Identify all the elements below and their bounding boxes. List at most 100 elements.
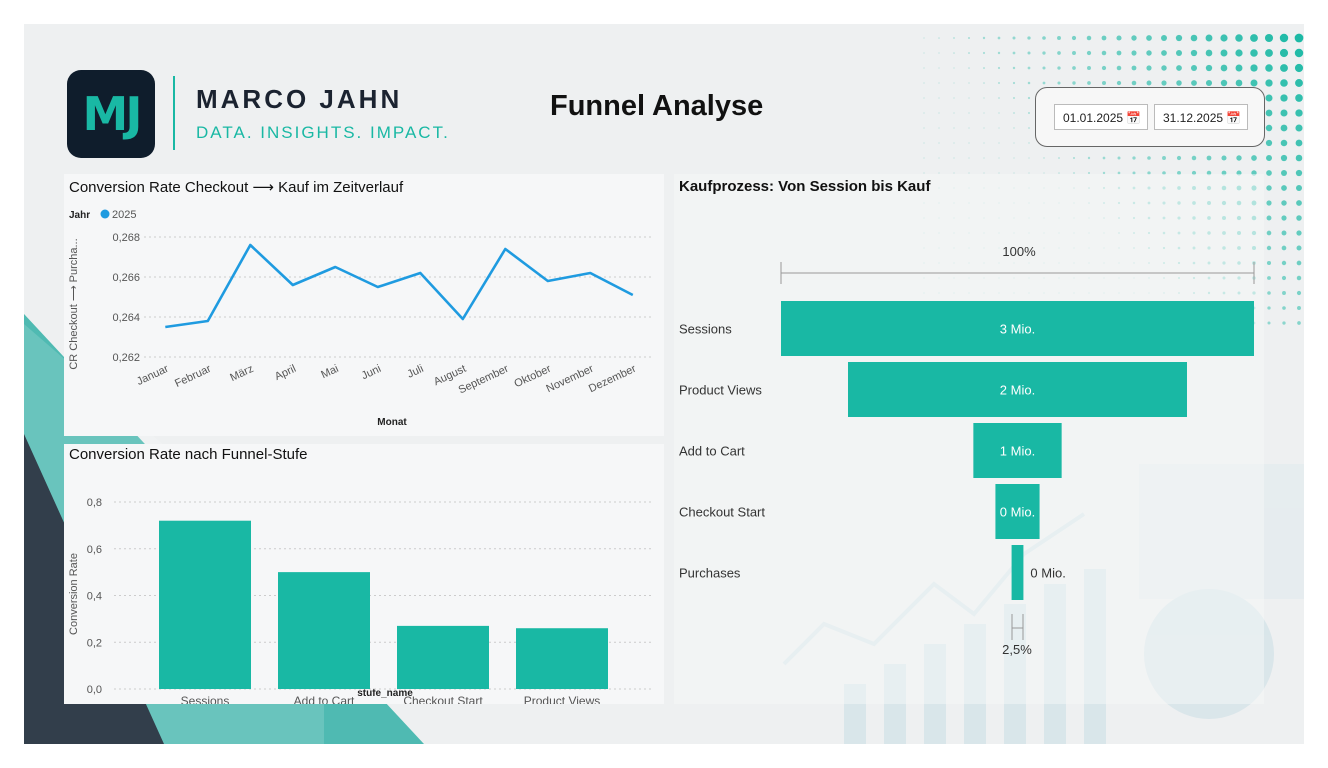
bg-dot xyxy=(1205,64,1213,72)
bar-add-to-cart[interactable] xyxy=(278,572,370,689)
bg-dot xyxy=(1235,79,1243,87)
start-date-value: 01.01.2025 xyxy=(1063,111,1124,125)
bg-dot xyxy=(1176,80,1182,86)
bar-product-views[interactable] xyxy=(516,628,608,689)
bg-dot xyxy=(1190,64,1198,72)
bg-dot xyxy=(1280,139,1288,147)
bg-dot xyxy=(1281,200,1287,206)
end-date-input[interactable]: 31.12.2025 📅 xyxy=(1154,104,1248,130)
y-tick-label: 0,266 xyxy=(112,272,140,284)
bg-dot xyxy=(1087,156,1091,160)
bg-dot xyxy=(983,67,985,69)
x-tick-label: Dezember xyxy=(587,363,638,395)
bg-dot xyxy=(1220,79,1228,87)
bg-dot xyxy=(1190,49,1198,57)
bg-dot xyxy=(1235,34,1243,42)
calendar-icon[interactable]: 📅 xyxy=(1226,111,1241,125)
bg-dot xyxy=(1027,66,1031,70)
bg-dot xyxy=(1027,51,1031,55)
bg-dot xyxy=(1297,321,1301,325)
bg-dot xyxy=(1058,172,1060,174)
bg-dot xyxy=(1282,291,1286,295)
bg-dot xyxy=(983,127,985,129)
bg-dot xyxy=(983,142,985,144)
bg-dot xyxy=(1296,245,1302,251)
bg-dot xyxy=(1013,142,1015,144)
bg-dot xyxy=(1296,200,1302,206)
bg-dot xyxy=(1266,170,1272,176)
bg-dot xyxy=(1147,171,1151,175)
bg-dot xyxy=(1162,171,1166,175)
bg-dot xyxy=(968,127,970,129)
bg-dot xyxy=(1101,50,1107,56)
bg-dot xyxy=(1086,50,1092,56)
legend-entry: 2025 xyxy=(112,209,136,221)
bg-dot xyxy=(1266,215,1272,221)
bg-dot xyxy=(1280,94,1288,102)
bg-dot xyxy=(1294,48,1304,58)
bg-dot xyxy=(953,112,955,114)
bg-dot xyxy=(1012,81,1016,85)
end-date-value: 31.12.2025 xyxy=(1163,111,1224,125)
funnel-bar-checkout-start[interactable] xyxy=(995,484,1040,539)
bar-sessions[interactable] xyxy=(159,520,251,689)
bg-dot xyxy=(1042,81,1046,85)
bg-dot xyxy=(1102,81,1106,85)
bg-dot xyxy=(968,112,970,114)
bg-dot xyxy=(1072,81,1076,85)
bg-dot xyxy=(1297,306,1301,310)
calendar-icon[interactable]: 📅 xyxy=(1126,111,1141,125)
bg-dot xyxy=(1058,157,1060,159)
bg-dot xyxy=(1281,215,1287,221)
bg-dot xyxy=(923,157,925,159)
start-date-input[interactable]: 01.01.2025 📅 xyxy=(1054,104,1148,130)
bg-dot xyxy=(1013,112,1015,114)
bg-dot xyxy=(1146,35,1152,41)
bg-dot xyxy=(1266,185,1272,191)
bg-dot xyxy=(1265,139,1273,147)
bg-dot xyxy=(1265,94,1273,102)
dashboard-canvas: MJ MARCO JAHN DATA. INSIGHTS. IMPACT. Fu… xyxy=(24,24,1304,744)
funnel-bar-add-to-cart[interactable] xyxy=(973,423,1062,478)
bg-dot xyxy=(968,157,970,159)
bg-dot xyxy=(953,172,955,174)
funnel-bar-sessions[interactable] xyxy=(781,301,1254,356)
bg-dot xyxy=(998,172,1000,174)
funnel-value-label: 0 Mio. xyxy=(1000,505,1035,520)
bg-dot xyxy=(1147,156,1151,160)
bg-dot xyxy=(1220,34,1228,42)
bg-dot xyxy=(938,82,940,84)
bg-dot xyxy=(1296,260,1302,266)
bg-dot xyxy=(1267,321,1271,325)
line-chart: Jahr 2025 CR Checkout ⟶ Purcha... Monat … xyxy=(68,209,654,428)
funnel-bar-purchases[interactable] xyxy=(1011,545,1024,600)
bg-dot xyxy=(1131,65,1137,71)
bg-dot xyxy=(1282,321,1286,325)
bg-dot xyxy=(967,36,971,40)
bg-dot xyxy=(923,67,925,69)
bg-dot xyxy=(1102,171,1106,175)
bg-dot xyxy=(953,52,955,54)
bg-dot xyxy=(1191,155,1197,161)
bg-dot xyxy=(1028,172,1030,174)
bg-dot xyxy=(953,37,955,39)
bg-dot xyxy=(1072,156,1076,160)
x-tick-label: Checkout Start xyxy=(403,694,483,704)
x-tick-label: Februar xyxy=(173,363,213,390)
bg-dot xyxy=(1280,79,1288,87)
legend-title: Jahr xyxy=(69,210,90,221)
y-tick-label: 0,268 xyxy=(112,232,140,244)
bg-dot xyxy=(1235,64,1243,72)
bg-dot xyxy=(998,142,1000,144)
bg-dot xyxy=(1295,184,1303,192)
bg-dot xyxy=(1161,65,1167,71)
bar-chart-panel: Conversion Rate nach Funnel-Stufe Conver… xyxy=(64,444,664,704)
x-tick-label: Product Views xyxy=(524,694,600,704)
bg-dot xyxy=(1042,66,1046,70)
funnel-bottom-percent: 2,5% xyxy=(1002,642,1032,657)
bar-checkout-start[interactable] xyxy=(397,625,489,689)
y-tick-label: 0,8 xyxy=(87,497,102,509)
bg-dot xyxy=(1087,66,1091,70)
bg-dot xyxy=(1116,80,1122,86)
funnel-bar-product-views[interactable] xyxy=(848,362,1187,417)
